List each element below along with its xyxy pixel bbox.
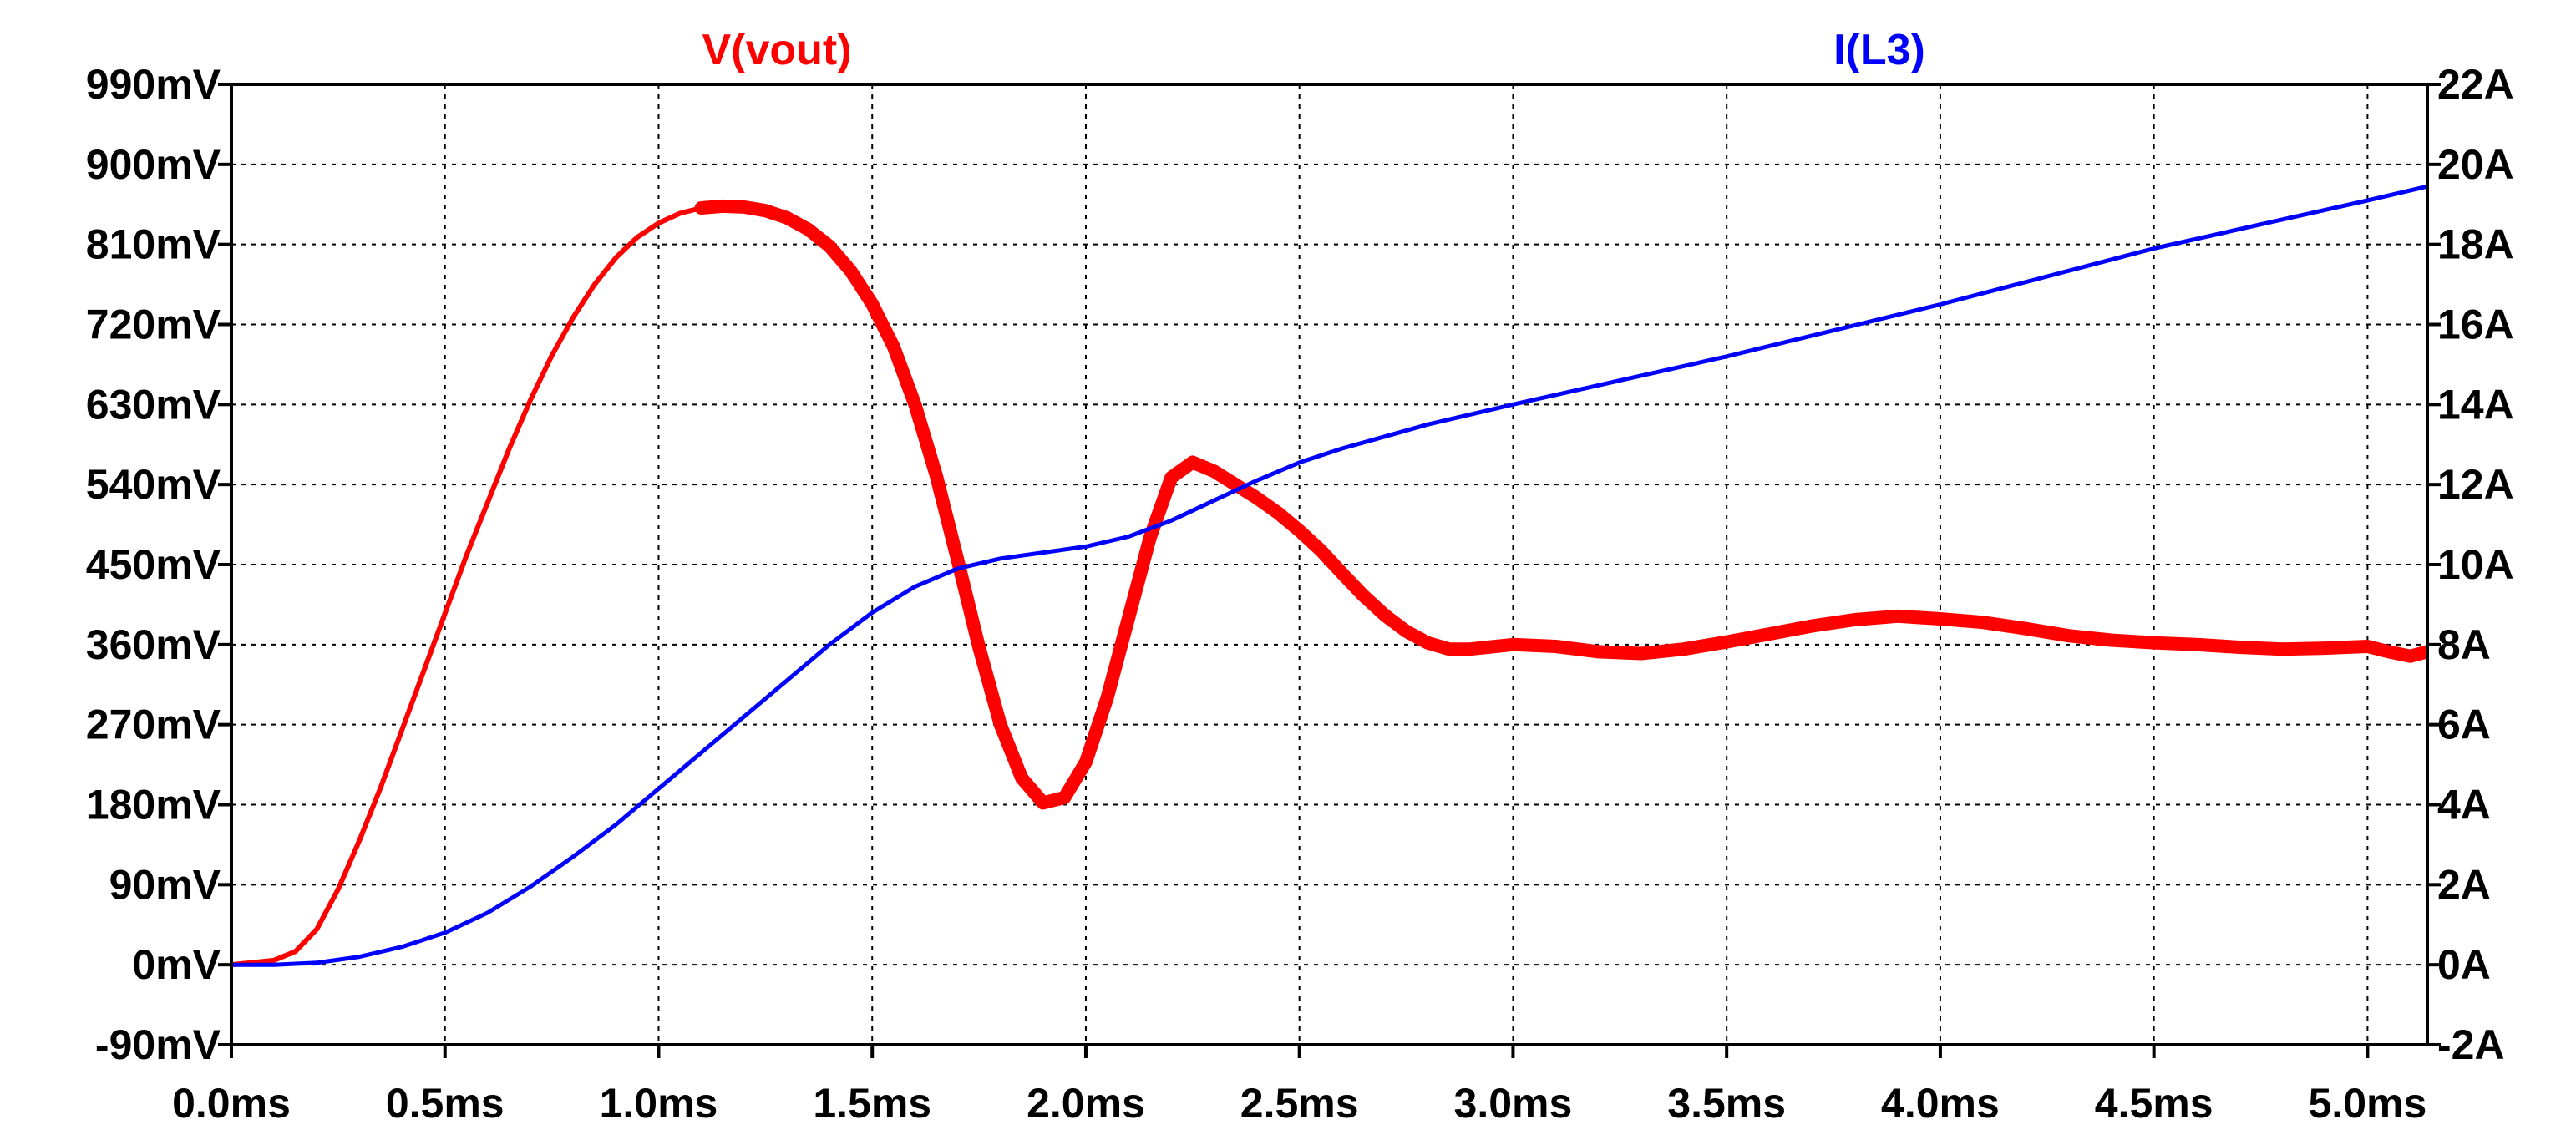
right-axis-tick-labels: -2A 0A 2A 4A 6A 8A 10A 12A 14A 16A 18A 20A 22A bbox=[2437, 61, 2514, 1068]
x-tick-label: 2.0ms bbox=[1027, 1080, 1145, 1127]
left-tick-label: 360mV bbox=[86, 621, 221, 668]
x-tick-label: 5.0ms bbox=[2309, 1080, 2427, 1127]
trace-title-vout[interactable]: V(vout) bbox=[702, 26, 851, 74]
x-tick-label: 2.5ms bbox=[1240, 1080, 1359, 1127]
x-tick-label: 4.0ms bbox=[1881, 1080, 2000, 1127]
trace-vout-ripple-band bbox=[694, 199, 2427, 810]
left-tick-label: 810mV bbox=[86, 221, 221, 268]
right-tick-label: 18A bbox=[2437, 221, 2514, 268]
trace-il3[interactable] bbox=[231, 184, 2427, 967]
left-tick-label: 0mV bbox=[132, 941, 221, 988]
trace-titles: V(vout) I(L3) bbox=[702, 26, 1924, 74]
right-tick-label: 4A bbox=[2437, 782, 2491, 828]
x-tick-label: 1.5ms bbox=[813, 1080, 931, 1127]
left-tick-label: 450mV bbox=[86, 541, 221, 588]
right-tick-label: 14A bbox=[2437, 381, 2514, 428]
left-tick-label: 270mV bbox=[86, 702, 221, 748]
x-tick-label: 4.5ms bbox=[2095, 1080, 2213, 1127]
right-tick-label: 0A bbox=[2437, 941, 2491, 988]
right-tick-label: 16A bbox=[2437, 301, 2514, 348]
right-tick-label: 20A bbox=[2437, 141, 2514, 188]
left-tick-label: 720mV bbox=[86, 301, 221, 348]
x-axis-tick-labels: 0.0ms 0.5ms 1.0ms 1.5ms 2.0ms 2.5ms 3.0ms 3.5ms… bbox=[172, 1080, 2426, 1127]
right-tick-label: -2A bbox=[2437, 1021, 2505, 1068]
x-tick-label: 0.5ms bbox=[386, 1080, 505, 1127]
left-tick-label: 180mV bbox=[86, 782, 221, 828]
x-tick-label: 3.5ms bbox=[1667, 1080, 1786, 1127]
right-tick-label: 12A bbox=[2437, 461, 2514, 508]
trace-title-il3[interactable]: I(L3) bbox=[1833, 26, 1925, 74]
left-tick-label: 900mV bbox=[86, 141, 221, 188]
left-tick-label: 630mV bbox=[86, 381, 221, 428]
left-tick-label: 540mV bbox=[86, 461, 221, 508]
left-tick-label: 90mV bbox=[109, 861, 221, 908]
x-tick-label: 0.0ms bbox=[172, 1080, 291, 1127]
left-tick-label: 990mV bbox=[86, 61, 221, 108]
x-tick-label: 1.0ms bbox=[600, 1080, 718, 1127]
left-tick-label: -90mV bbox=[95, 1021, 221, 1068]
right-tick-label: 8A bbox=[2437, 621, 2491, 668]
axis-ticks bbox=[218, 83, 2441, 1058]
right-tick-label: 10A bbox=[2437, 541, 2514, 588]
right-tick-label: 22A bbox=[2437, 61, 2514, 108]
right-tick-label: 6A bbox=[2437, 702, 2491, 748]
right-tick-label: 2A bbox=[2437, 861, 2491, 908]
x-tick-label: 3.0ms bbox=[1454, 1080, 1573, 1127]
traces bbox=[231, 184, 2427, 968]
left-axis-tick-labels: -90mV 0mV 90mV 180mV 270mV 360mV 450mV 540mV 630… bbox=[86, 61, 221, 1068]
